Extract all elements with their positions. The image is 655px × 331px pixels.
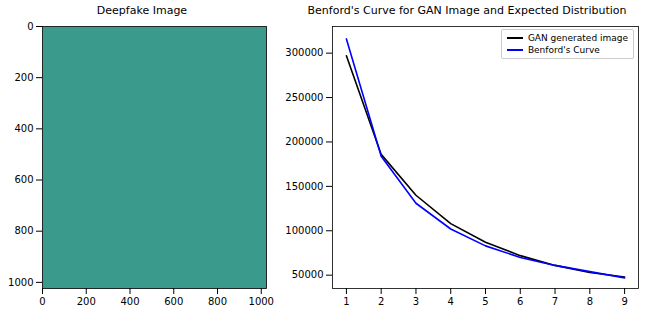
svg-text:800: 800 bbox=[208, 296, 227, 307]
svg-text:800: 800 bbox=[14, 225, 33, 236]
svg-text:7: 7 bbox=[552, 296, 558, 307]
svg-text:600: 600 bbox=[164, 296, 183, 307]
html-text:Deepfake Image: Deepfake Image bbox=[96, 4, 188, 17]
svg-text:200: 200 bbox=[77, 296, 96, 307]
svg-text:8: 8 bbox=[587, 296, 593, 307]
svg-text:0: 0 bbox=[39, 296, 45, 307]
svg-text:300000: 300000 bbox=[285, 47, 323, 58]
html-text:Benford's Curve for GAN Image: Benford's Curve for GAN Image and Expect… bbox=[307, 4, 627, 17]
svg-text:5: 5 bbox=[482, 296, 488, 307]
svg-text:4: 4 bbox=[448, 296, 454, 307]
svg-text:200: 200 bbox=[14, 72, 33, 83]
svg-text:1000: 1000 bbox=[249, 296, 274, 307]
svg-text:1000: 1000 bbox=[8, 277, 33, 288]
svg-text:400: 400 bbox=[14, 123, 33, 134]
html-text:Benford's Curve: Benford's Curve bbox=[527, 45, 600, 55]
svg-text:2: 2 bbox=[378, 296, 384, 307]
svg-text:50000: 50000 bbox=[292, 269, 324, 280]
svg-text:1: 1 bbox=[343, 296, 349, 307]
svg-text:9: 9 bbox=[621, 296, 627, 307]
svg-text:200000: 200000 bbox=[285, 136, 323, 147]
svg-text:250000: 250000 bbox=[285, 92, 323, 103]
svg-text:6: 6 bbox=[517, 296, 523, 307]
svg-text:400: 400 bbox=[120, 296, 139, 307]
svg-text:600: 600 bbox=[14, 174, 33, 185]
svg-text:100000: 100000 bbox=[285, 225, 323, 236]
html-text:GAN generated image: GAN generated image bbox=[527, 33, 628, 43]
svg-text:3: 3 bbox=[413, 296, 419, 307]
svg-text:0: 0 bbox=[27, 21, 33, 32]
svg-text:150000: 150000 bbox=[285, 181, 323, 192]
